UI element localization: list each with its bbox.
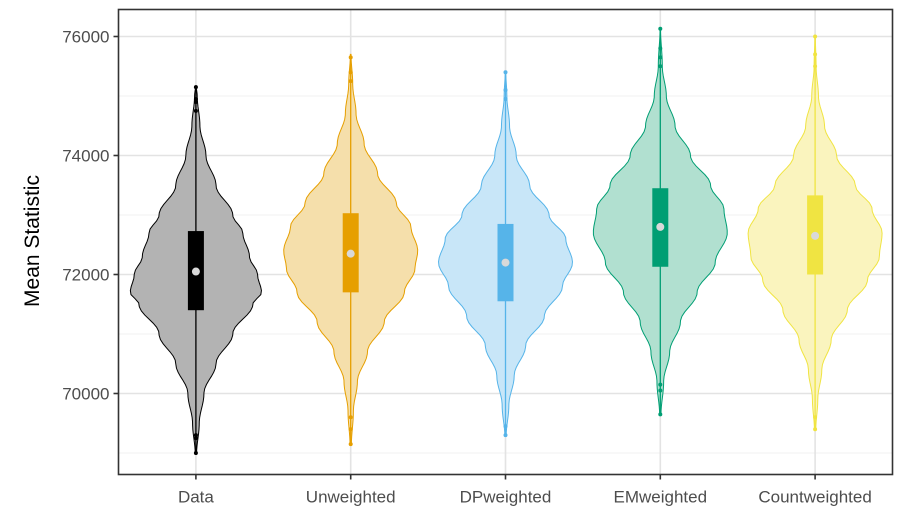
violins: [129, 26, 883, 455]
outlier-point: [348, 79, 353, 84]
outlier-point: [193, 451, 198, 455]
outlier-point: [813, 34, 818, 39]
median-point: [656, 222, 665, 231]
y-tick-label: 76000: [62, 28, 109, 47]
outlier-point: [348, 55, 353, 60]
outlier-point: [658, 55, 663, 60]
x-tick-label: EMweighted: [614, 488, 708, 507]
outlier-point: [348, 70, 353, 75]
outlier-point: [348, 442, 353, 447]
violin-unweighted: [283, 53, 419, 447]
outlier-point: [658, 26, 663, 31]
median-point: [811, 231, 820, 240]
outlier-point: [193, 85, 198, 90]
outlier-point: [193, 99, 198, 104]
outlier-point: [193, 436, 198, 441]
violin-emweighted: [592, 26, 728, 417]
median-point: [501, 258, 510, 267]
y-tick-label: 70000: [62, 385, 109, 404]
outlier-point: [813, 415, 818, 420]
outlier-point: [503, 424, 508, 429]
x-tick-label: Unweighted: [306, 488, 396, 507]
y-axis: 70000 72000 74000 76000: [62, 28, 119, 404]
y-tick-label: 74000: [62, 147, 109, 166]
median-point: [346, 249, 355, 258]
outlier-point: [348, 427, 353, 432]
x-tick-label: Countweighted: [758, 488, 871, 507]
outlier-point: [193, 96, 198, 101]
outlier-point: [658, 388, 663, 393]
x-tick-label: DPweighted: [460, 488, 552, 507]
outlier-point: [503, 70, 508, 75]
x-axis: Data Unweighted DPweighted EMweighted Countw…: [178, 474, 872, 507]
violin-dpweighted: [438, 70, 573, 438]
outlier-point: [348, 415, 353, 420]
outlier-point: [813, 52, 818, 57]
outlier-point: [658, 412, 663, 417]
violin-countweighted: [747, 34, 883, 432]
y-axis-title: Mean Statistic: [21, 175, 44, 307]
outlier-point: [813, 427, 818, 432]
x-tick-label: Data: [178, 488, 214, 507]
outlier-point: [658, 46, 663, 51]
median-point: [191, 267, 200, 276]
outlier-point: [658, 382, 663, 387]
outlier-point: [503, 96, 508, 101]
violin-data: [129, 85, 262, 455]
outlier-point: [658, 64, 663, 69]
outlier-point: [503, 88, 508, 93]
outlier-point: [503, 433, 508, 438]
outlier-point: [193, 433, 198, 438]
outlier-point: [193, 108, 198, 113]
outlier-point: [813, 64, 818, 69]
y-tick-label: 72000: [62, 266, 109, 285]
